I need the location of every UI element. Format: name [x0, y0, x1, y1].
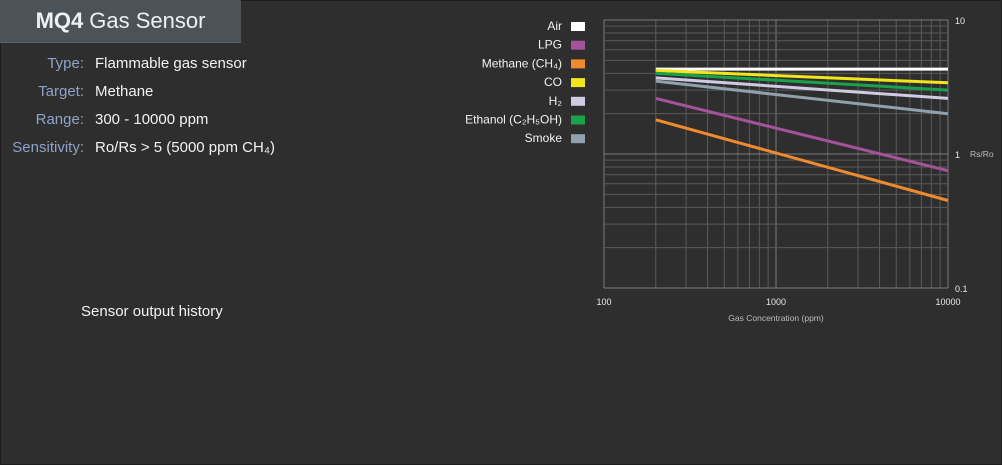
chart-ticks: 100 1000 10000 10 1 0.1 Gas Concentration (ppm…	[596, 16, 993, 323]
x-tick-label: 100	[596, 297, 611, 307]
legend-label: Methane (CH₄)	[482, 56, 562, 70]
x-axis-label: Gas Concentration (ppm)	[728, 313, 824, 323]
legend-swatch	[571, 115, 585, 125]
legend-swatch	[571, 59, 585, 69]
legend-label: Ethanol (C₂H₅OH)	[465, 113, 562, 127]
series-line-4	[655, 76, 949, 100]
spec-label: Type:	[47, 55, 84, 72]
legend-label: H₂	[549, 94, 563, 108]
spec-row-target: Target: Methane	[0, 83, 320, 107]
legend-label: Smoke	[525, 131, 563, 145]
x-tick-label: 1000	[766, 297, 786, 307]
y-tick-label: 0.1	[955, 284, 968, 294]
legend-swatch	[571, 96, 585, 106]
spec-value: 300 - 10000 ppm	[95, 111, 209, 128]
legend-swatch	[571, 78, 585, 88]
spec-row-sensitivity: Sensitivity: Ro/Rs > 5 (5000 ppm CH₄)	[0, 139, 320, 163]
spec-value: Methane	[95, 83, 154, 100]
legend-label: CO	[544, 75, 562, 89]
legend-label: LPG	[538, 38, 562, 52]
y-tick-label: 10	[955, 16, 965, 26]
spec-label: Range:	[35, 111, 84, 128]
chart-legend: Air LPG Methane (CH₄) CO H₂ Ethanol (C₂H₅OH) S…	[465, 19, 585, 145]
legend-swatch	[571, 134, 585, 144]
sensor-output-history-label: Sensor output history	[81, 303, 223, 320]
legend-label: Air	[547, 19, 562, 33]
x-tick-label: 10000	[935, 297, 960, 307]
spec-row-range: Range: 300 - 10000 ppm	[0, 111, 320, 135]
legend-swatch	[571, 40, 585, 50]
series-line-3	[655, 69, 949, 85]
spec-value: Ro/Rs > 5 (5000 ppm CH₄)	[95, 139, 275, 156]
spec-value: Flammable gas sensor	[95, 55, 247, 72]
series-line-2	[655, 118, 949, 202]
chart-series-lines	[655, 67, 949, 202]
spec-row-type: Type: Flammable gas sensor	[0, 55, 320, 79]
spec-label: Sensitivity:	[12, 139, 84, 156]
legend-swatch	[571, 22, 585, 31]
series-line-1	[655, 96, 949, 173]
sensor-title: MQ4 Gas Sensor	[0, 0, 241, 43]
sensor-model: MQ4	[35, 8, 84, 33]
spec-label: Target:	[38, 83, 84, 100]
y-tick-label: 1	[955, 150, 960, 160]
series-line-6	[655, 79, 949, 116]
y-axis-label: Rs/Ro	[970, 149, 994, 159]
series-line-5	[655, 71, 949, 92]
sensor-title-text: Gas Sensor	[89, 8, 206, 33]
